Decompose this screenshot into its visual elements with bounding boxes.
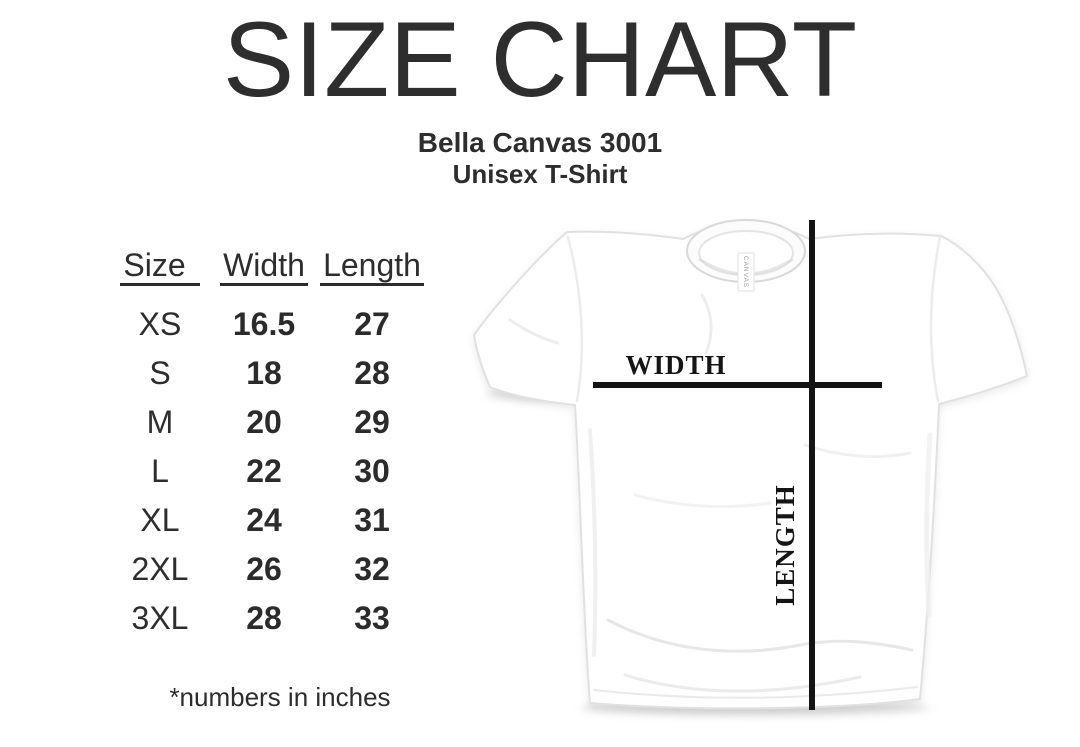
length-cell: 31 — [354, 502, 390, 538]
length-label: LENGTH — [770, 484, 800, 606]
subtitle-product: Bella Canvas 3001 — [417, 127, 663, 158]
table-row: XL 24 31 — [106, 496, 430, 545]
tshirt-body — [473, 222, 1028, 710]
length-cell: 30 — [354, 453, 390, 489]
tshirt-measurement-diagram: CANVAS WIDTH LENGTH — [473, 219, 1028, 716]
size-cell: XL — [140, 502, 180, 538]
fabric-wrinkles — [508, 235, 942, 699]
width-label: WIDTH — [625, 350, 726, 380]
length-cell: 32 — [354, 551, 390, 587]
width-cell: 20 — [246, 404, 282, 440]
size-cell: 2XL — [131, 551, 189, 587]
length-cell: 33 — [354, 600, 390, 636]
length-cell: 29 — [354, 404, 390, 440]
neck-tag-text: CANVAS — [742, 256, 749, 288]
page-title: SIZE CHART — [222, 0, 858, 119]
col-header-size: Size — [106, 248, 214, 300]
size-cell: M — [146, 404, 174, 440]
table-row: 2XL 26 32 — [106, 545, 430, 594]
width-cell: 18 — [246, 355, 282, 391]
size-cell: 3XL — [131, 600, 189, 636]
width-cell: 26 — [246, 551, 282, 587]
length-cell: 27 — [354, 306, 390, 342]
size-table-body: XS 16.5 27 S 18 28 M 20 29 L 22 30 XL 24 — [106, 300, 430, 643]
header-row: Size Width Length — [106, 248, 430, 300]
units-footnote: *numbers in inches — [169, 682, 391, 712]
width-measure-line — [593, 382, 882, 388]
col-header-length: Length — [314, 248, 430, 300]
width-cell: 24 — [246, 502, 282, 538]
neck-tag: CANVAS — [737, 252, 755, 292]
size-table: Size Width Length XS 16.5 27 S 18 28 M 2… — [106, 248, 430, 643]
width-cell: 16.5 — [232, 306, 296, 342]
table-row: S 18 28 — [106, 349, 430, 398]
table-row: L 22 30 — [106, 447, 430, 496]
subtitle-garment-type: Unisex T-Shirt — [452, 159, 628, 189]
size-cell: L — [151, 453, 169, 489]
size-table-header: Size Width Length — [106, 248, 430, 300]
col-header-width: Width — [214, 248, 314, 300]
length-cell: 28 — [354, 355, 390, 391]
table-row: XS 16.5 27 — [106, 300, 430, 349]
width-cell: 28 — [246, 600, 282, 636]
width-cell: 22 — [246, 453, 282, 489]
table-row: M 20 29 — [106, 398, 430, 447]
size-cell: XS — [138, 306, 182, 342]
length-measure-line — [809, 220, 815, 710]
size-cell: S — [149, 355, 171, 391]
table-row: 3XL 28 33 — [106, 594, 430, 643]
